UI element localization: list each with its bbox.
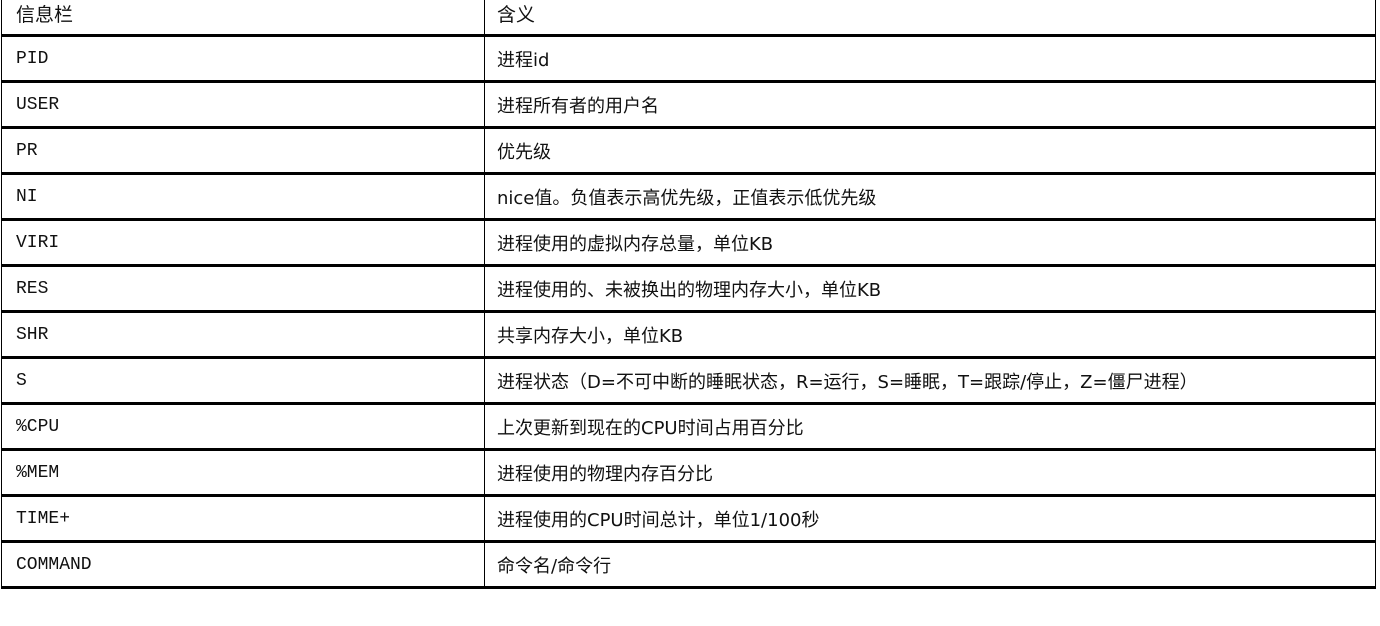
meaning-cell: 进程使用的虚拟内存总量，单位KB (484, 218, 1376, 267)
meaning-cell: 进程使用的CPU时间总计，单位1/100秒 (484, 494, 1376, 543)
field-cell: RES (1, 264, 485, 313)
field-cell: USER (1, 80, 485, 129)
table-row: TIME+ 进程使用的CPU时间总计，单位1/100秒 (1, 494, 1376, 543)
table-row: %MEM 进程使用的物理内存百分比 (1, 448, 1376, 497)
meaning-cell: 优先级 (484, 126, 1376, 175)
table-row: PID 进程id (1, 34, 1376, 83)
table-row: S 进程状态（D=不可中断的睡眠状态，R=运行，S=睡眠，T=跟踪/停止，Z=僵尸… (1, 356, 1376, 405)
meaning-cell: 共享内存大小，单位KB (484, 310, 1376, 359)
meaning-cell: 进程id (484, 34, 1376, 83)
table-row: VIRI 进程使用的虚拟内存总量，单位KB (1, 218, 1376, 267)
meaning-cell: 上次更新到现在的CPU时间占用百分比 (484, 402, 1376, 451)
field-cell: %MEM (1, 448, 485, 497)
field-cell: S (1, 356, 485, 405)
meaning-cell: 命令名/命令行 (484, 540, 1376, 589)
field-cell: NI (1, 172, 485, 221)
field-cell: VIRI (1, 218, 485, 267)
table-row: SHR 共享内存大小，单位KB (1, 310, 1376, 359)
meaning-cell: 进程状态（D=不可中断的睡眠状态，R=运行，S=睡眠，T=跟踪/停止，Z=僵尸进… (484, 356, 1376, 405)
meaning-cell: 进程使用的、未被换出的物理内存大小，单位KB (484, 264, 1376, 313)
field-cell: COMMAND (1, 540, 485, 589)
table-row: RES 进程使用的、未被换出的物理内存大小，单位KB (1, 264, 1376, 313)
table-row: NI nice值。负值表示高优先级，正值表示低优先级 (1, 172, 1376, 221)
meaning-cell: 进程使用的物理内存百分比 (484, 448, 1376, 497)
table-row: %CPU 上次更新到现在的CPU时间占用百分比 (1, 402, 1376, 451)
field-cell: TIME+ (1, 494, 485, 543)
header-meaning: 含义 (484, 0, 1376, 37)
meaning-cell: 进程所有者的用户名 (484, 80, 1376, 129)
field-cell: %CPU (1, 402, 485, 451)
table-header-row: 信息栏 含义 (1, 0, 1376, 37)
table-row: COMMAND 命令名/命令行 (1, 540, 1376, 589)
process-fields-table: 信息栏 含义 PID 进程id USER 进程所有者的用户名 PR 优先级 NI nice值。… (1, 0, 1376, 589)
table-row: USER 进程所有者的用户名 (1, 80, 1376, 129)
field-cell: PID (1, 34, 485, 83)
table-row: PR 优先级 (1, 126, 1376, 175)
field-cell: SHR (1, 310, 485, 359)
meaning-cell: nice值。负值表示高优先级，正值表示低优先级 (484, 172, 1376, 221)
header-field: 信息栏 (1, 0, 485, 37)
field-cell: PR (1, 126, 485, 175)
